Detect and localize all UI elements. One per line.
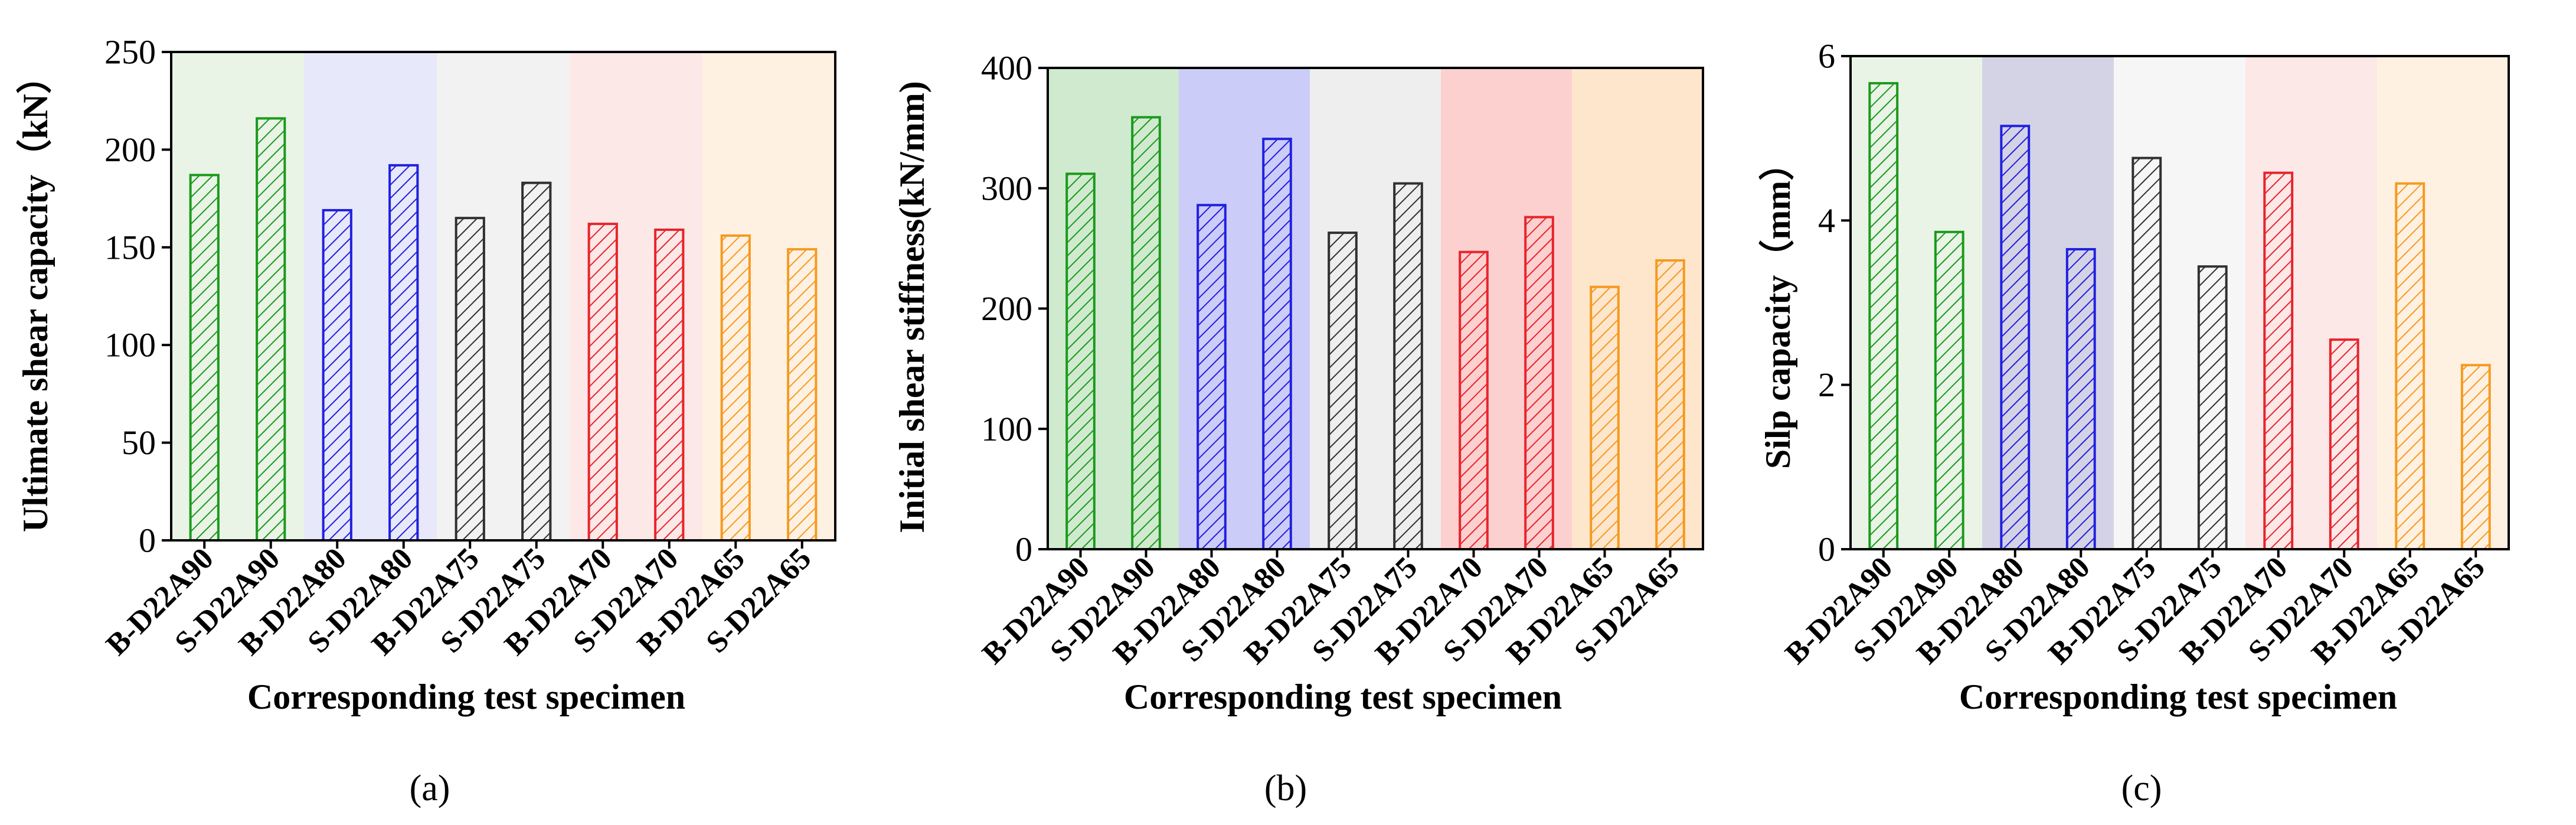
bar-s-d22a90	[256, 117, 286, 542]
bar-s-d22a80	[1262, 138, 1292, 550]
bar-b-d22a70	[2263, 171, 2294, 551]
bar-b-d22a65	[1590, 285, 1620, 550]
x-axis-title: Corresponding test specimen	[247, 677, 685, 716]
y-tick-label: 300	[981, 169, 1032, 207]
y-axis-title: Ultimate shear capacity（kN）	[15, 58, 55, 532]
bar-b-d22a75	[2132, 156, 2162, 551]
y-tick-label: 400	[981, 49, 1032, 87]
bar-b-d22a90	[1065, 172, 1096, 550]
bar-b-d22a65	[2395, 182, 2425, 551]
y-tick-label: 0	[1818, 530, 1835, 569]
bar-s-d22a75	[2197, 265, 2228, 550]
bar-s-d22a75	[1393, 182, 1423, 551]
y-axis-title: Silp capacity（mm）	[1758, 145, 1797, 469]
x-axis-title: Corresponding test specimen	[1124, 677, 1562, 716]
bar-b-d22a80	[322, 208, 352, 542]
y-tick-label: 0	[139, 521, 156, 560]
y-tick-label: 100	[981, 410, 1032, 448]
panel-label: (c)	[2121, 768, 2162, 808]
y-tick-label: 0	[1015, 530, 1032, 569]
bar-s-d22a90	[1131, 116, 1161, 551]
y-tick-label: 200	[104, 131, 156, 169]
y-tick-label: 100	[104, 326, 156, 364]
plot-frame	[170, 51, 836, 542]
bar-b-d22a70	[587, 223, 618, 542]
bar-b-d22a90	[189, 174, 220, 542]
bar-s-d22a70	[654, 229, 685, 542]
y-tick-label: 50	[122, 423, 156, 462]
bar-s-d22a90	[1934, 230, 1964, 551]
bar-b-d22a75	[1328, 231, 1358, 550]
y-tick-label: 2	[1818, 366, 1835, 404]
bar-s-d22a75	[521, 181, 552, 542]
panel-label: (a)	[410, 768, 450, 808]
bar-b-d22a70	[1459, 250, 1489, 550]
bar-s-d22a80	[2065, 248, 2096, 550]
x-axis-title: Corresponding test specimen	[1959, 677, 2397, 716]
bar-s-d22a70	[1524, 216, 1554, 550]
y-axis-title: Initial shear stiffness(kN/mm)	[893, 81, 931, 533]
y-tick-label: 250	[104, 33, 156, 71]
bar-b-d22a80	[2000, 125, 2031, 550]
panel-label: (b)	[1264, 768, 1307, 808]
bar-s-d22a65	[2460, 364, 2491, 550]
y-tick-label: 150	[104, 228, 156, 266]
y-tick-label: 200	[981, 289, 1032, 328]
bar-s-d22a65	[787, 248, 818, 542]
bar-b-d22a65	[720, 234, 751, 542]
plot-frame	[1849, 55, 2510, 550]
y-tick-label: 6	[1818, 37, 1835, 76]
bar-s-d22a80	[388, 164, 419, 542]
bar-b-d22a75	[455, 217, 485, 542]
y-tick-label: 4	[1818, 201, 1835, 240]
bar-b-d22a90	[1868, 81, 1899, 551]
bar-s-d22a65	[1655, 259, 1685, 550]
bar-b-d22a80	[1197, 204, 1227, 550]
bar-s-d22a70	[2329, 338, 2359, 550]
